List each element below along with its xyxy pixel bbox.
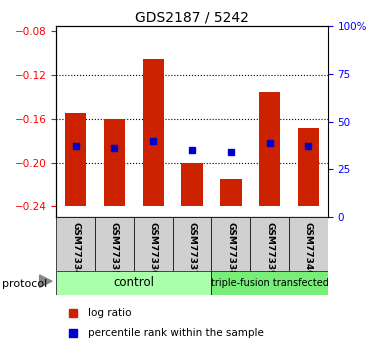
Bar	[134, 217, 173, 271]
Text: GSM77336: GSM77336	[149, 221, 158, 276]
Bar	[289, 217, 328, 271]
Text: log ratio: log ratio	[88, 308, 131, 318]
Bar	[211, 217, 250, 271]
Bar	[65, 114, 86, 206]
Text: GSM77335: GSM77335	[110, 221, 119, 276]
Text: GSM77338: GSM77338	[226, 221, 236, 276]
Bar	[220, 179, 241, 206]
Title: GDS2187 / 5242: GDS2187 / 5242	[135, 11, 249, 25]
Bar	[211, 271, 328, 295]
Bar	[298, 128, 319, 206]
Bar	[173, 217, 211, 271]
Text: triple-fusion transfected: triple-fusion transfected	[211, 278, 329, 288]
Text: percentile rank within the sample: percentile rank within the sample	[88, 328, 263, 338]
Bar	[56, 217, 95, 271]
Polygon shape	[40, 275, 52, 287]
Bar	[259, 91, 280, 206]
Bar	[143, 59, 164, 206]
Text: GSM77339: GSM77339	[265, 221, 274, 276]
Bar	[250, 217, 289, 271]
Bar	[104, 119, 125, 206]
Text: protocol: protocol	[2, 279, 47, 288]
Text: GSM77334: GSM77334	[71, 221, 80, 276]
Text: control: control	[113, 276, 154, 289]
Bar	[95, 217, 134, 271]
Text: GSM77337: GSM77337	[187, 221, 197, 276]
Bar	[182, 162, 203, 206]
Text: GSM77340: GSM77340	[304, 221, 313, 276]
Bar	[56, 271, 211, 295]
